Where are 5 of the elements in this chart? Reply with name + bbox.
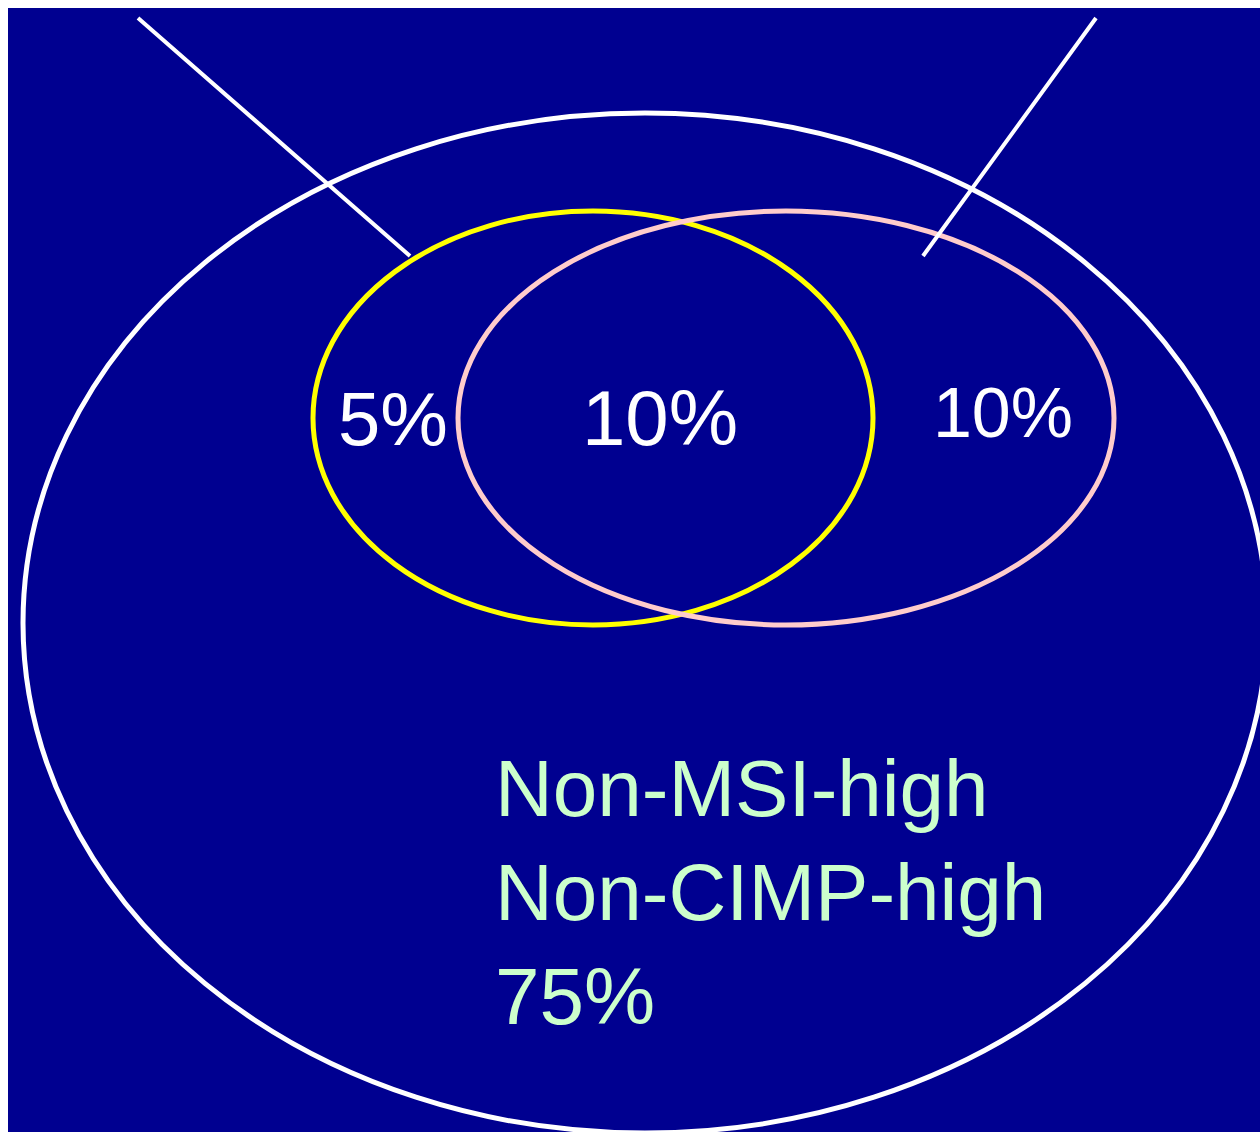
category-label: Non-MSI-high Non-CIMP-high — [495, 743, 1047, 937]
data-label: 10% — [581, 374, 739, 462]
data-label: 75% — [495, 951, 656, 1041]
data-label: 10% — [932, 374, 1074, 452]
data-label: 5% — [338, 375, 448, 461]
